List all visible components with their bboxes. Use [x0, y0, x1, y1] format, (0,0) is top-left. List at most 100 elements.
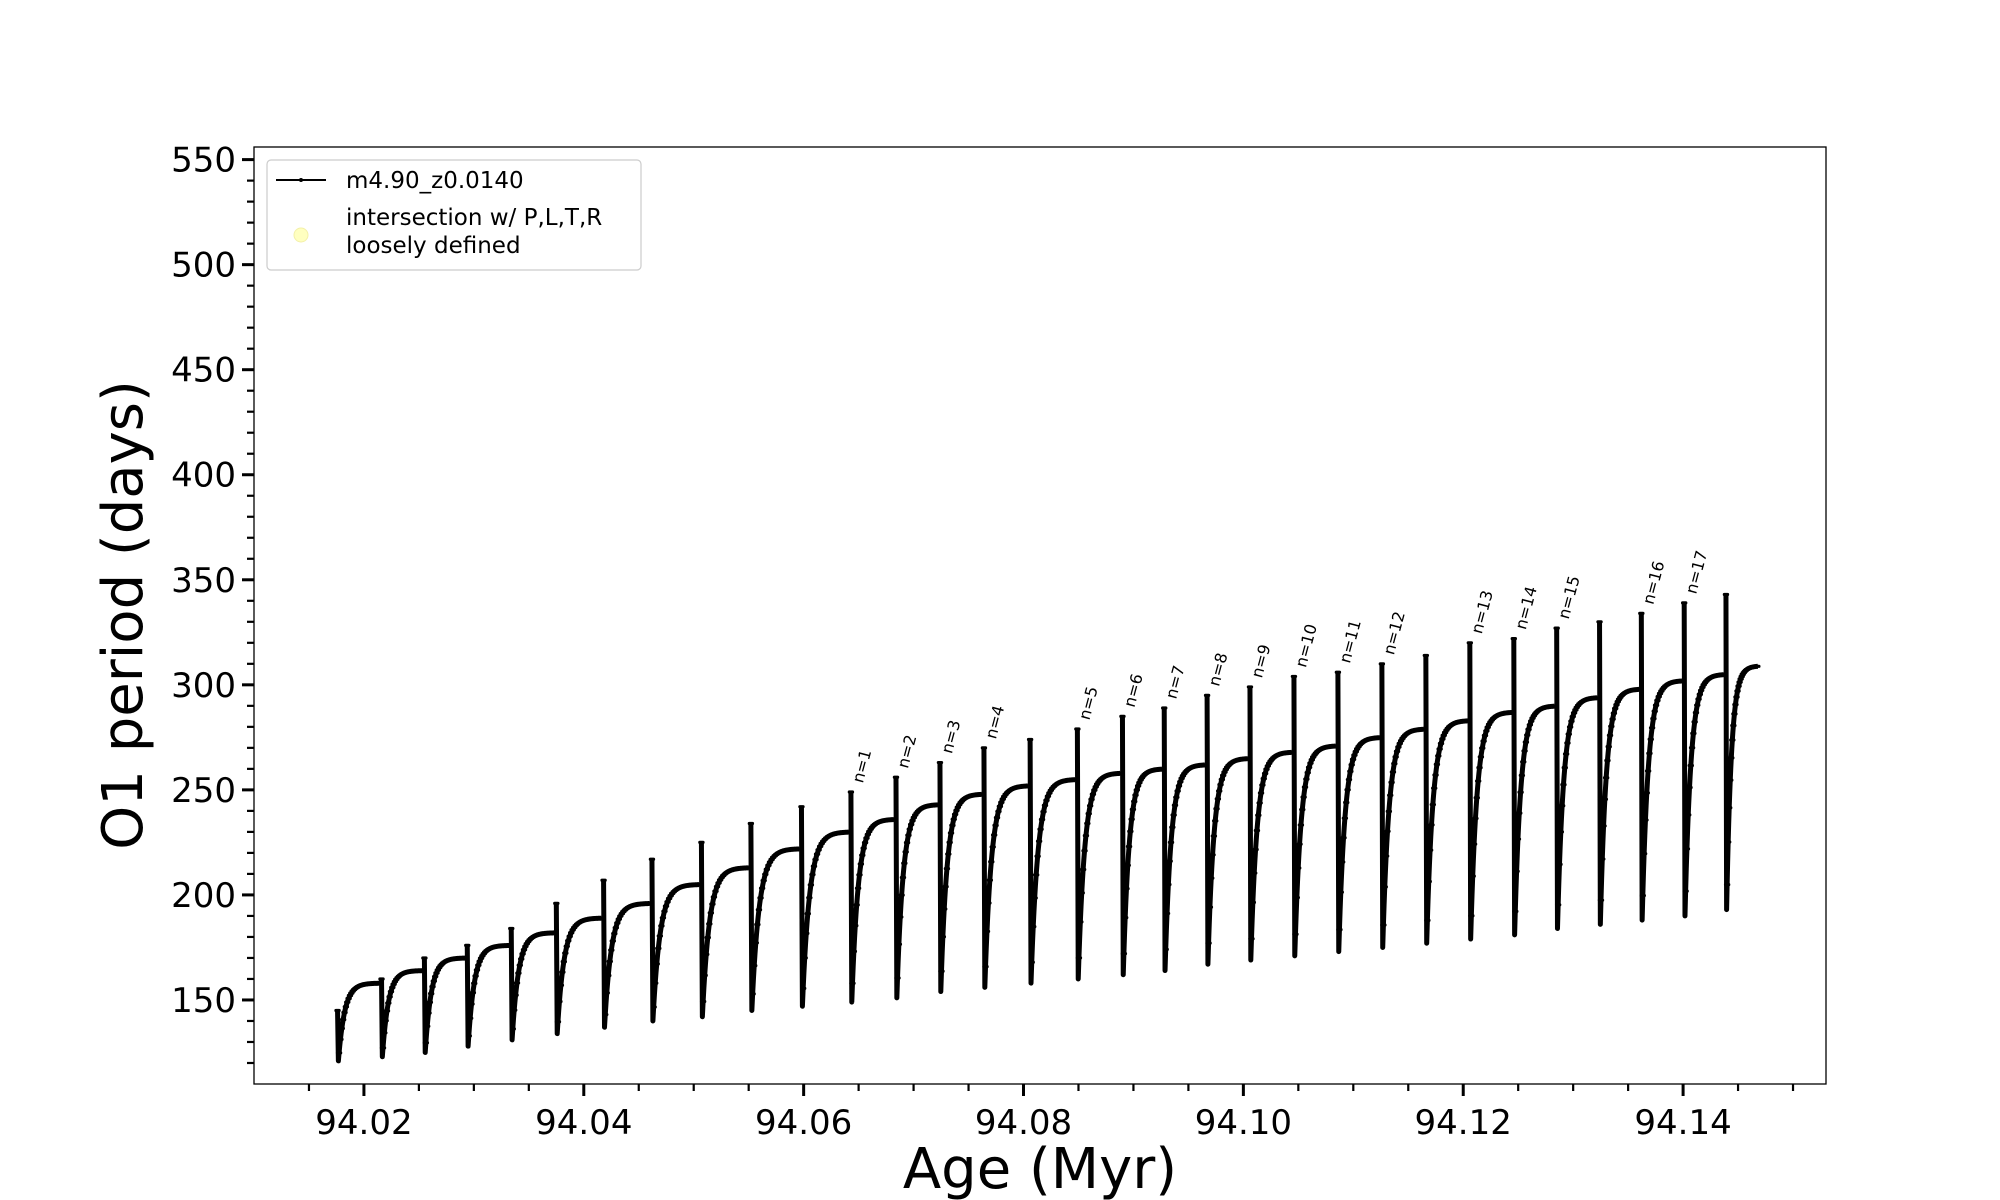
series-cycle	[1723, 594, 1760, 913]
series-cycle	[1291, 676, 1338, 959]
series-cycle	[1204, 695, 1250, 967]
legend-label-line: loosely defined	[346, 233, 521, 259]
series-cycle	[1335, 672, 1382, 955]
x-tick-label: 94.14	[1634, 1103, 1731, 1143]
pulse-annotations: n=1 n=2 n=3 n=4 n=5 n=6 n=7 n=8 n=9 n=10 n=11 n=12 n…	[848, 548, 1711, 784]
series-points	[1680, 601, 1727, 893]
y-tick-label: 550	[171, 141, 236, 181]
legend-box	[266, 159, 642, 271]
series-points	[553, 901, 604, 1024]
series-cycle	[981, 747, 1030, 990]
series-cycle	[1074, 728, 1123, 982]
y-tick-label: 300	[171, 666, 236, 706]
series-points	[464, 943, 512, 1038]
y-tick-label: 250	[171, 771, 236, 811]
pulse-label: n=10	[1291, 622, 1321, 669]
legend-label: m4.90_z0.0140	[346, 168, 524, 194]
pulse-label: n=12	[1379, 609, 1409, 656]
series-cycle	[1027, 739, 1077, 986]
series-points	[1466, 641, 1515, 918]
y-tick-label: 400	[171, 456, 236, 496]
pulse-label: n=13	[1467, 588, 1497, 635]
series-cycle	[464, 942, 511, 1049]
series-points	[1422, 653, 1471, 922]
x-axis: 94.02 94.04 94.06 94.08 94.10 94.12 94.14	[307, 1084, 1795, 1143]
pulse-label: n=15	[1554, 574, 1584, 621]
series-cycle	[421, 955, 467, 1055]
pulse-label: n=1	[848, 747, 875, 785]
x-tick-label: 94.06	[755, 1103, 852, 1143]
series-cycle	[937, 762, 984, 995]
x-tick-label: 94.12	[1415, 1103, 1512, 1143]
x-tick-label: 94.10	[1195, 1103, 1292, 1143]
series-points	[892, 775, 941, 980]
series-points	[698, 840, 752, 1004]
series-points	[334, 981, 382, 1055]
series-cycle	[1379, 663, 1426, 950]
y-tick-label: 350	[171, 561, 236, 601]
series-cycle	[1638, 613, 1684, 923]
y-tick-label: 150	[171, 981, 236, 1021]
series-points	[747, 821, 802, 996]
series-points	[980, 746, 1031, 969]
pulse-label: n=6	[1120, 672, 1147, 710]
series-cycle	[1247, 686, 1294, 963]
series-points	[1290, 674, 1339, 936]
series-points	[1638, 611, 1685, 898]
series-cycle	[1511, 638, 1557, 938]
y-tick-label: 500	[171, 246, 236, 286]
legend-circle-marker	[293, 227, 309, 243]
pulse-label: n=9	[1247, 642, 1274, 680]
pulse-label: n=8	[1204, 651, 1231, 689]
series-cycle	[1467, 642, 1514, 942]
pulse-label: n=14	[1511, 584, 1541, 631]
series-points	[1119, 714, 1165, 956]
pulse-label: n=4	[981, 703, 1008, 741]
x-tick-label: 94.04	[535, 1103, 632, 1143]
y-axis: 150 200 250 300 350 400 450 500 550	[171, 141, 254, 1065]
series-cycle	[748, 823, 801, 1013]
series-cycle	[1597, 621, 1641, 927]
series-points	[508, 926, 557, 1031]
legend-dot-marker	[299, 178, 303, 182]
legend-label: intersection w/ P,L,T,R loosely defined	[346, 205, 602, 259]
pulse-label: n=16	[1639, 559, 1669, 606]
y-tick-label: 200	[171, 876, 236, 916]
series-points	[1334, 670, 1383, 932]
series-points	[648, 857, 702, 1009]
series-points	[798, 805, 852, 990]
series-points	[1026, 737, 1078, 964]
series-points	[847, 790, 897, 985]
series-points	[1553, 626, 1600, 907]
series-cycle	[1423, 655, 1470, 946]
pulse-label: n=2	[893, 733, 920, 771]
series-m4-90-z0-0140	[334, 592, 1761, 1064]
x-tick-label: 94.08	[975, 1103, 1072, 1143]
series-points	[1246, 685, 1295, 941]
series-points	[1378, 662, 1427, 927]
series-cycle	[335, 980, 382, 1064]
series-cycle	[1681, 602, 1726, 919]
pulse-label: n=17	[1682, 548, 1712, 595]
series-points	[600, 878, 653, 1017]
y-tick-label: 450	[171, 351, 236, 391]
pulse-label: n=11	[1335, 618, 1365, 665]
series-points	[1074, 727, 1123, 960]
pulse-label: n=3	[937, 718, 964, 756]
series-points	[421, 956, 468, 1045]
series-points	[1596, 620, 1642, 902]
series-points	[1161, 706, 1208, 952]
series-points	[936, 760, 985, 973]
x-axis-label: Age (Myr)	[903, 1137, 1177, 1200]
x-tick-label: 94.02	[315, 1103, 412, 1143]
series-cycle	[1161, 707, 1207, 974]
y-axis-label: O1 period (days)	[91, 380, 156, 850]
series-points	[378, 969, 425, 1050]
series-points	[1510, 637, 1558, 913]
legend-label-line: intersection w/ P,L,T,R	[346, 205, 602, 231]
series-points	[1722, 592, 1761, 887]
series-cycle	[379, 968, 425, 1060]
pulse-label: n=7	[1162, 663, 1189, 701]
pulse-label: n=5	[1075, 684, 1102, 722]
